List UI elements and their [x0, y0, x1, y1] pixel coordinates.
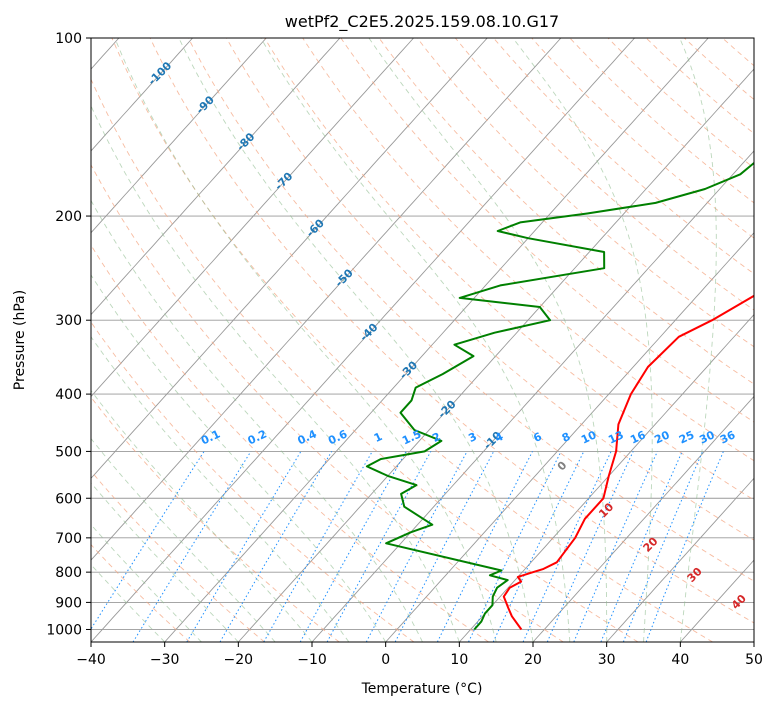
chart-title: wetPf2_C2E5.2025.159.08.10.G17 — [285, 12, 559, 32]
data-series — [365, 161, 754, 631]
x-tick-label: −30 — [150, 652, 180, 668]
x-tick-label: 50 — [745, 652, 763, 668]
mixing-ratio-line — [645, 451, 724, 642]
mixing-ratio-line — [299, 451, 407, 642]
isotherm-line — [91, 38, 635, 642]
isotherm-line — [91, 38, 193, 152]
isotherm-line — [91, 38, 562, 561]
isotherm-line — [164, 38, 709, 642]
mixing-ratio-label: 13 — [606, 428, 625, 446]
moist-adiabat-line — [114, 38, 497, 642]
grid — [91, 38, 754, 642]
y-tick-label: 1000 — [46, 622, 82, 638]
moist-adiabat-line — [178, 38, 534, 642]
y-tick-label: 700 — [55, 531, 82, 547]
x-tick-label: 0 — [381, 652, 390, 668]
dry-adiabat-line — [226, 38, 754, 541]
moist-adiabat-line — [91, 482, 239, 642]
y-tick-label: 300 — [55, 313, 82, 329]
moist-adiabat-line — [368, 38, 608, 642]
dry-adiabat-line — [454, 38, 754, 311]
dry-adiabat-line — [111, 38, 713, 642]
mixing-ratio-line — [263, 451, 373, 642]
mixing-ratio-label: 16 — [628, 428, 648, 446]
dry-adiabat-line — [569, 38, 754, 204]
moist-adiabat-line — [91, 104, 460, 642]
dry-adiabat-line — [149, 38, 754, 624]
plot-frame — [90, 37, 755, 643]
axis-ticks: −40 −30 −20 −10 0 10 20 30 40 50 100 200 300 400 500 60… — [46, 31, 763, 668]
moist-adiabat-line — [512, 38, 653, 642]
mixing-ratio-label: 36 — [718, 428, 738, 446]
dry-adiabat-line — [302, 38, 754, 462]
mixing-ratio-label: 10 — [579, 428, 599, 446]
temperature-profile-line — [502, 294, 754, 631]
isotherm-line — [458, 313, 754, 642]
dry-adiabat-line — [91, 164, 564, 642]
isotherm-line — [385, 232, 754, 642]
mixing-ratio-line — [91, 451, 205, 630]
y-tick-label: 900 — [55, 595, 82, 611]
isotherm-line — [91, 38, 488, 479]
x-axis-label: Temperature (°C) — [361, 681, 483, 697]
isotherm-line — [237, 68, 754, 642]
x-tick-label: 20 — [524, 652, 542, 668]
isotherm-line — [91, 38, 414, 398]
mixing-ratio-label: 25 — [677, 428, 696, 446]
moist-adiabat-line — [91, 274, 387, 642]
dry-adiabat-line — [91, 321, 415, 642]
moist-adiabat-line — [91, 437, 276, 642]
x-tick-label: −40 — [76, 652, 106, 668]
moist-adiabat-line — [260, 38, 571, 642]
isotherm-line — [91, 38, 341, 316]
dry-adiabat-line — [340, 38, 754, 423]
dry-adiabat-line — [416, 38, 754, 348]
dewpoint-profile-line — [365, 161, 754, 631]
moist-adiabat-line — [91, 563, 166, 642]
x-tick-label: −20 — [224, 652, 254, 668]
mixing-ratio-label: 30 — [697, 428, 717, 446]
dry-adiabat-line — [187, 38, 754, 582]
y-axis-label: Pressure (hPa) — [12, 290, 28, 390]
mixing-ratio-line — [546, 451, 634, 642]
x-tick-label: 10 — [450, 652, 468, 668]
moist-adiabat-line — [91, 523, 202, 642]
x-tick-label: 40 — [671, 652, 689, 668]
x-tick-label: 30 — [598, 652, 616, 668]
mixing-ratio-line — [132, 451, 252, 642]
y-tick-label: 800 — [55, 565, 82, 581]
y-tick-label: 500 — [55, 444, 82, 460]
isotherm-line — [606, 477, 754, 642]
dry-adiabat-line — [378, 38, 754, 385]
moist-adiabat-line — [91, 389, 313, 642]
dry-adiabat-line — [91, 470, 265, 642]
mixing-ratio-label: 20 — [652, 428, 672, 446]
mixing-ratio-line — [600, 451, 683, 642]
mixing-ratio-line — [436, 451, 533, 642]
moist-adiabat-line — [91, 199, 423, 642]
dry-adiabat-line — [91, 244, 489, 642]
moist-adiabat-line — [679, 38, 717, 642]
mixing-ratio-line — [573, 451, 658, 642]
y-tick-label: 200 — [55, 209, 82, 225]
dry-adiabat-line — [531, 38, 754, 239]
mixing-ratio-line — [326, 451, 432, 642]
isotherm-line — [91, 38, 267, 234]
isotherm-line — [532, 395, 754, 642]
dry-adiabat-line — [264, 38, 754, 501]
dry-adiabat-line — [493, 38, 754, 275]
y-tick-label: 600 — [55, 491, 82, 507]
dry-adiabat-line — [91, 78, 639, 642]
y-tick-label: 100 — [55, 31, 82, 47]
y-tick-label: 400 — [55, 387, 82, 403]
x-tick-label: −10 — [297, 652, 327, 668]
mixing-ratio-line — [622, 451, 704, 642]
